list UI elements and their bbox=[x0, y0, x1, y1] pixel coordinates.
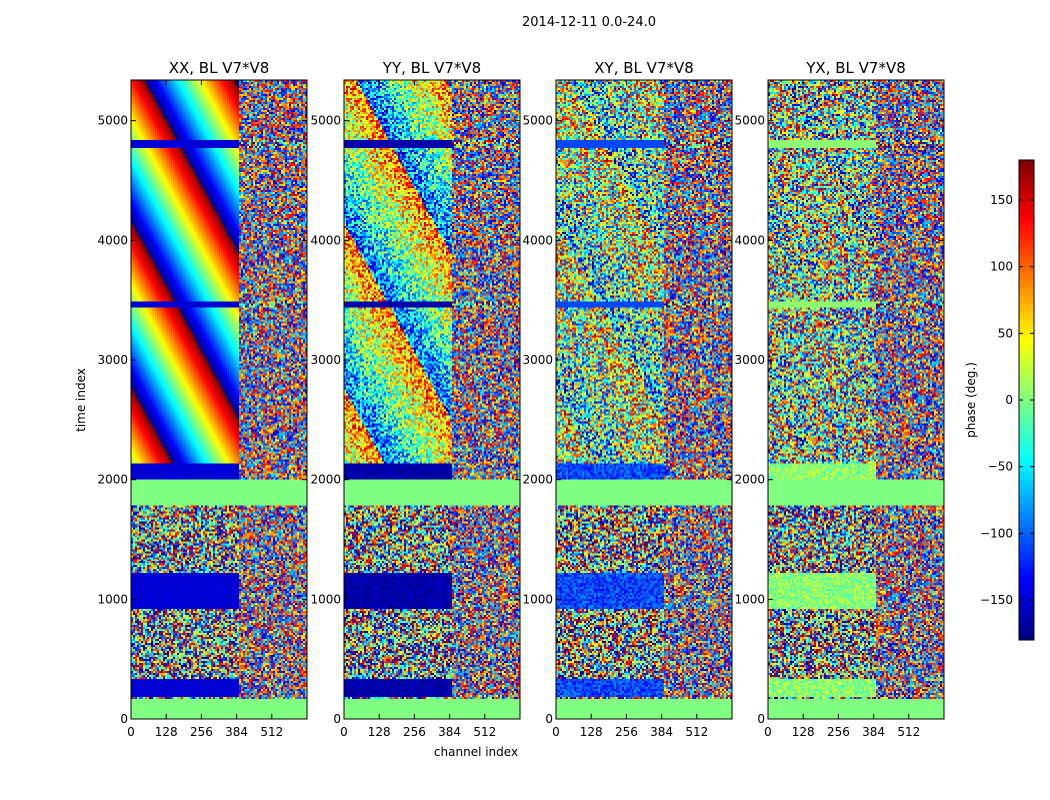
y-tick-label: 5000 bbox=[734, 114, 765, 128]
panel-frame bbox=[130, 79, 308, 720]
y-tick-label: 2000 bbox=[734, 473, 765, 487]
panel-frame bbox=[555, 79, 733, 720]
x-tick-label: 256 bbox=[827, 725, 850, 739]
x-tick-label: 512 bbox=[473, 725, 496, 739]
colorbar-tick-label: 0 bbox=[1005, 393, 1013, 407]
x-tick-label: 512 bbox=[685, 725, 708, 739]
x-tick-label: 128 bbox=[155, 725, 178, 739]
colorbar-gradient bbox=[1019, 160, 1034, 640]
y-tick-label: 5000 bbox=[522, 114, 553, 128]
y-tick-label: 4000 bbox=[734, 233, 765, 247]
x-tick-label: 384 bbox=[862, 725, 885, 739]
y-tick-label: 3000 bbox=[522, 353, 553, 367]
y-axis-label: time index bbox=[74, 368, 88, 432]
heatmap-yy bbox=[344, 80, 520, 719]
panel-yx: YX, BL V7*V8 0 128 256 384 512 0 1000 2000 3000 40… bbox=[734, 59, 945, 739]
x-tick-label: 128 bbox=[368, 725, 391, 739]
y-tick-label: 1000 bbox=[310, 592, 341, 606]
y-tick-label: 4000 bbox=[97, 233, 128, 247]
figure-title: 2014-12-11 0.0-24.0 bbox=[522, 15, 656, 30]
y-tick-label: 0 bbox=[333, 712, 341, 726]
x-tick-label: 384 bbox=[650, 725, 673, 739]
panel-title: YY, BL V7*V8 bbox=[382, 59, 481, 77]
colorbar-tick-label: −100 bbox=[980, 526, 1013, 540]
y-tick-label: 2000 bbox=[522, 473, 553, 487]
y-tick-label: 0 bbox=[757, 712, 765, 726]
x-tick-label: 0 bbox=[127, 725, 135, 739]
y-tick-label: 0 bbox=[120, 712, 128, 726]
colorbar-tick-label: 150 bbox=[990, 193, 1013, 207]
panel-xy: XY, BL V7*V8 0 128 256 384 512 0 1000 2000 3000 40… bbox=[522, 59, 733, 739]
x-tick-label: 512 bbox=[260, 725, 283, 739]
x-tick-label: 256 bbox=[190, 725, 213, 739]
y-tick-label: 2000 bbox=[97, 473, 128, 487]
y-tick-label: 5000 bbox=[310, 114, 341, 128]
panel-yy: YY, BL V7*V8 0 128 256 384 512 0 1000 2000 3000 40… bbox=[310, 59, 521, 739]
x-tick-label: 0 bbox=[340, 725, 348, 739]
heatmap-yx bbox=[768, 80, 944, 719]
colorbar-label: phase (deg.) bbox=[964, 362, 978, 438]
y-tick-label: 4000 bbox=[522, 233, 553, 247]
y-tick-label: 3000 bbox=[310, 353, 341, 367]
panel-title: XY, BL V7*V8 bbox=[594, 59, 694, 77]
x-tick-label: 512 bbox=[897, 725, 920, 739]
panel-xx: XX, BL V7*V8 0 128 256 384 512 0 1000 2000 3000 40… bbox=[97, 59, 308, 739]
x-tick-label: 256 bbox=[403, 725, 426, 739]
y-tick-label: 2000 bbox=[310, 473, 341, 487]
x-tick-label: 384 bbox=[225, 725, 248, 739]
x-tick-label: 128 bbox=[792, 725, 815, 739]
y-tick-label: 5000 bbox=[97, 114, 128, 128]
panel-frame bbox=[343, 79, 521, 720]
x-tick-label: 0 bbox=[552, 725, 560, 739]
x-tick-label: 384 bbox=[438, 725, 461, 739]
x-tick-label: 0 bbox=[764, 725, 772, 739]
y-tick-label: 3000 bbox=[97, 353, 128, 367]
y-tick-label: 1000 bbox=[734, 592, 765, 606]
y-tick-label: 4000 bbox=[310, 233, 341, 247]
colorbar-tick-label: −50 bbox=[988, 460, 1013, 474]
x-axis-label: channel index bbox=[434, 745, 518, 759]
y-tick-label: 1000 bbox=[522, 592, 553, 606]
colorbar: 150 100 50 0 −50 −100 −150 bbox=[980, 159, 1035, 641]
colorbar-tick-label: 50 bbox=[998, 326, 1013, 340]
colorbar-tick-label: 100 bbox=[990, 260, 1013, 274]
panel-title: XX, BL V7*V8 bbox=[169, 59, 270, 77]
y-tick-label: 1000 bbox=[97, 592, 128, 606]
heatmap-xx bbox=[131, 80, 307, 719]
x-tick-label: 256 bbox=[615, 725, 638, 739]
panel-frame bbox=[767, 79, 945, 720]
y-tick-label: 0 bbox=[545, 712, 553, 726]
panel-title: YX, BL V7*V8 bbox=[805, 59, 906, 77]
x-tick-label: 128 bbox=[580, 725, 603, 739]
heatmap-xy bbox=[556, 80, 732, 719]
y-tick-label: 3000 bbox=[734, 353, 765, 367]
colorbar-tick-label: −150 bbox=[980, 593, 1013, 607]
